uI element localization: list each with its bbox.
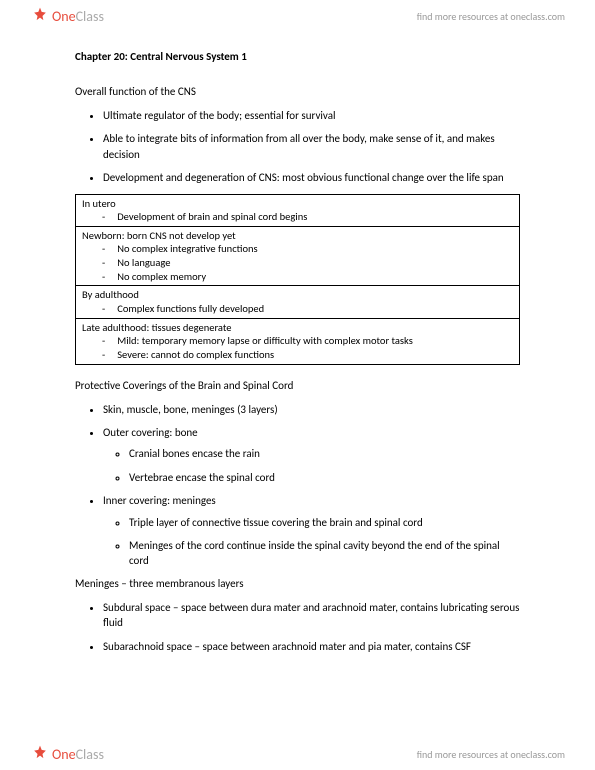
list-item: Able to integrate bits of information fr…: [103, 131, 520, 162]
header-tagline: find more resources at oneclass.com: [417, 10, 565, 23]
section-heading: Protective Coverings of the Brain and Sp…: [75, 379, 520, 392]
table-row: Late adulthood: tissues degenerate Mild:…: [76, 319, 519, 364]
row-sub: Complex functions fully developed: [82, 302, 513, 316]
row-sub: No complex memory: [82, 270, 513, 284]
list-item: Triple layer of connective tissue coveri…: [129, 515, 520, 530]
list-item: Subdural space – space between dura mate…: [103, 600, 520, 631]
list-item: Skin, muscle, bone, meninges (3 layers): [103, 402, 520, 417]
page-header: OneClass find more resources at oneclass…: [0, 0, 595, 32]
list-item: Cranial bones encase the rain: [129, 446, 520, 461]
item-text: Inner covering: meninges: [103, 494, 216, 507]
bullet-list: Skin, muscle, bone, meninges (3 layers) …: [75, 402, 520, 569]
item-text: Outer covering: bone: [103, 426, 198, 439]
row-sub: Severe: cannot do complex functions: [82, 348, 513, 362]
bullet-list: Ultimate regulator of the body; essentia…: [75, 108, 520, 186]
hand-icon: [30, 6, 50, 26]
table-row: By adulthood Complex functions fully dev…: [76, 286, 519, 318]
chapter-title: Chapter 20: Central Nervous System 1: [75, 50, 520, 63]
list-item: Development and degeneration of CNS: mos…: [103, 170, 520, 185]
bullet-list: Subdural space – space between dura mate…: [75, 600, 520, 654]
brand-text: OneClass: [52, 746, 104, 763]
table-row: In utero Development of brain and spinal…: [76, 195, 519, 227]
footer-tagline: find more resources at oneclass.com: [417, 748, 565, 761]
row-heading: Newborn: born CNS not develop yet: [82, 229, 513, 243]
list-item: Outer covering: bone Cranial bones encas…: [103, 425, 520, 485]
list-item: Ultimate regulator of the body; essentia…: [103, 108, 520, 123]
row-sub: No language: [82, 256, 513, 270]
row-sub: Mild: temporary memory lapse or difficul…: [82, 334, 513, 348]
table-row: Newborn: born CNS not develop yet No com…: [76, 227, 519, 287]
sub-list: Triple layer of connective tissue coveri…: [103, 515, 520, 569]
sub-list: Cranial bones encase the rain Vertebrae …: [103, 446, 520, 485]
row-heading: In utero: [82, 197, 513, 211]
list-item: Vertebrae encase the spinal cord: [129, 470, 520, 485]
row-sub: No complex integrative functions: [82, 242, 513, 256]
brand-logo: OneClass: [30, 6, 104, 26]
row-heading: By adulthood: [82, 288, 513, 302]
row-sub: Development of brain and spinal cord beg…: [82, 210, 513, 224]
development-table: In utero Development of brain and spinal…: [75, 194, 520, 365]
brand-logo: OneClass: [30, 744, 104, 764]
list-item: Meninges of the cord continue inside the…: [129, 538, 520, 569]
document-content: Chapter 20: Central Nervous System 1 Ove…: [0, 0, 595, 702]
section-heading: Meninges – three membranous layers: [75, 577, 520, 590]
list-item: Inner covering: meninges Triple layer of…: [103, 493, 520, 569]
brand-text: OneClass: [52, 8, 104, 25]
hand-icon: [30, 744, 50, 764]
section-heading: Overall function of the CNS: [75, 85, 520, 98]
page-footer: OneClass find more resources at oneclass…: [0, 738, 595, 770]
list-item: Subarachnoid space – space between arach…: [103, 639, 520, 654]
row-heading: Late adulthood: tissues degenerate: [82, 321, 513, 335]
